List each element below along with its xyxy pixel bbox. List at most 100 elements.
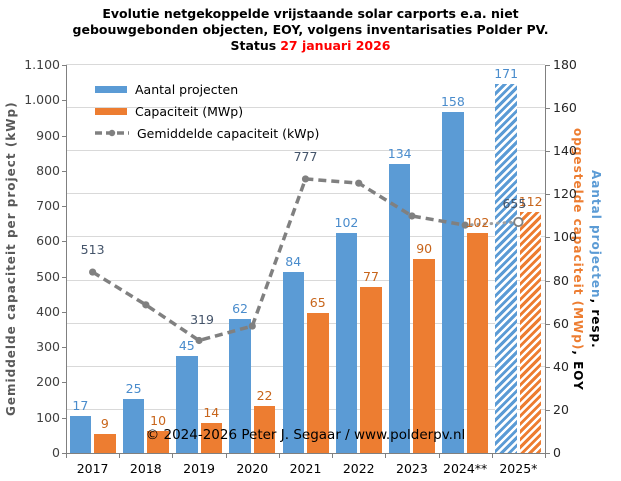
right-tick (546, 323, 550, 325)
bar-capaciteit (94, 433, 116, 453)
left-tick (62, 382, 66, 384)
left-tick (62, 100, 66, 102)
gridline (66, 236, 545, 238)
left-tick (62, 453, 66, 454)
right-axis-title-part: Aantal projecten (589, 169, 603, 299)
bar-value-label: 84 (285, 253, 302, 269)
bar-value-label: 25 (125, 381, 142, 397)
bar-value-label: 9 (100, 415, 109, 431)
line-marker (408, 212, 416, 220)
bar-value-label: 45 (178, 338, 195, 353)
legend-item: Gemiddelde capaciteit (kWp) (95, 122, 319, 144)
x-axis-label: 2018 (129, 461, 162, 476)
line-marker (461, 221, 469, 229)
bar-value-label: 10 (150, 413, 167, 429)
right-axis-title-line-2: opgestelde capaciteit (MWp), EOY (569, 65, 587, 453)
right-tick-label: 140 (553, 143, 577, 159)
left-tick (62, 417, 66, 419)
plot-area: 17 25 45 62 84 102 134 158 171 9 10 14 22 65 77 90 102 11… (66, 64, 545, 453)
bar-value-label: 17 (72, 398, 89, 414)
line-marker (195, 336, 203, 345)
line-marker (355, 179, 363, 187)
bar-value-label: 22 (256, 387, 273, 403)
bar-value-label: 62 (232, 301, 248, 317)
line-marker (142, 301, 150, 309)
right-tick (546, 366, 550, 368)
right-tick-label: 60 (553, 315, 569, 331)
bar-value-label: 77 (363, 269, 379, 285)
title-line-1: Evolutie netgekoppelde vrijstaande solar… (102, 6, 519, 21)
right-tick (546, 280, 550, 282)
left-tick (62, 170, 66, 172)
right-tick-label: 0 (553, 445, 561, 460)
bar-capaciteit (413, 259, 435, 453)
bar-capaciteit (307, 312, 329, 453)
right-tick-label: 40 (553, 358, 569, 374)
left-tick (62, 65, 66, 66)
right-tick (546, 65, 550, 66)
line-value-label: 777 (293, 148, 318, 164)
right-axis-title-part: , resp. (589, 298, 603, 349)
left-tick-label: 700 (36, 198, 60, 214)
line-value-label: 513 (80, 242, 105, 258)
legend-dashed-line-swatch (95, 129, 129, 137)
right-tick (546, 237, 550, 239)
left-tick (62, 241, 66, 243)
bar-aantal-projecten (282, 271, 304, 453)
legend-item: Aantal projecten (95, 78, 319, 100)
bar-aantal-projecten (69, 416, 92, 453)
bar-capaciteit (147, 431, 169, 453)
gridline (66, 365, 545, 367)
bottom-tick (119, 454, 121, 458)
right-tick-label: 20 (553, 401, 569, 417)
bar-capaciteit (360, 287, 382, 453)
bottom-tick (545, 454, 546, 458)
left-tick-label: 1.100 (24, 57, 60, 72)
x-axis-label: 2025* (499, 461, 538, 476)
bar-value-label: 90 (416, 241, 433, 256)
x-axis-label: 2023 (396, 461, 428, 476)
right-tick-label: 100 (553, 229, 577, 245)
line-marker (248, 322, 256, 330)
bar-value-label: 102 (465, 215, 490, 231)
bar-value-label: 134 (387, 146, 412, 162)
bar-capaciteit (200, 422, 223, 453)
average-capacity-line (89, 175, 524, 345)
right-tick-label: 80 (553, 272, 569, 288)
right-tick (546, 453, 550, 454)
legend-swatch (95, 107, 127, 115)
gridline (66, 150, 545, 152)
legend-label: Gemiddelde capaciteit (kWp) (137, 125, 320, 141)
bar-value-label: 171 (494, 66, 519, 82)
left-tick-label: 200 (36, 374, 60, 390)
left-tick-label: 0 (52, 445, 60, 460)
gridline (66, 322, 545, 324)
left-tick-label: 100 (36, 409, 60, 425)
right-axis-title-part: opgestelde capaciteit (MWp) (571, 127, 585, 350)
left-tick-label: 400 (36, 303, 60, 319)
bar-value-label: 158 (440, 94, 465, 110)
bar-aantal-projecten (442, 112, 464, 453)
gridline (66, 408, 545, 410)
legend: Aantal projecten Capaciteit (MWp) Gemiddel… (95, 78, 319, 144)
line-marker (301, 175, 310, 183)
gridline (66, 279, 545, 281)
right-axis-line (545, 65, 546, 454)
x-axis-label: 2021 (289, 461, 322, 476)
right-tick-label: 160 (553, 100, 577, 116)
gridline (66, 64, 545, 65)
bottom-tick (438, 454, 440, 458)
right-axis-title: Aantal projecten, resp. opgestelde capaci… (567, 65, 605, 453)
left-tick-label: 300 (36, 339, 60, 355)
title-line-2: gebouwgebonden objecten, EOY, volgens in… (72, 22, 549, 37)
bottom-tick (491, 454, 493, 458)
bottom-tick (225, 454, 227, 458)
bar-value-label: 65 (309, 294, 326, 310)
status-label: Status (230, 38, 277, 53)
bar-capaciteit (253, 405, 276, 453)
bottom-axis-line (66, 453, 546, 454)
right-tick (546, 194, 550, 196)
left-tick-label: 500 (36, 268, 60, 284)
bar-aantal-projecten (388, 164, 411, 453)
